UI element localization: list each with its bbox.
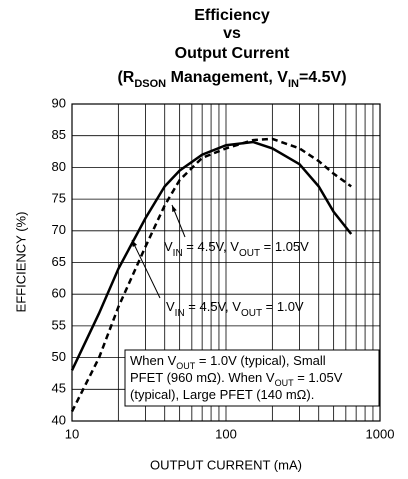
text-part: V	[166, 299, 175, 314]
text-part: Management, V	[166, 69, 288, 86]
text-part: IN	[288, 78, 299, 90]
chart-title: Output Current	[175, 45, 290, 62]
y-tick-label: 50	[52, 349, 66, 364]
text-part: =4.5V)	[299, 69, 347, 86]
text-part: = 1.05V	[294, 370, 343, 385]
text-part: OUT	[241, 308, 262, 319]
annotation-arrow	[131, 239, 161, 299]
text-part: = 4.5V, V	[185, 299, 242, 314]
chart-title: vs	[223, 25, 241, 42]
y-tick-label: 45	[52, 381, 66, 396]
text-part: (R	[117, 69, 134, 86]
note-box	[124, 349, 380, 407]
text-part: IN	[175, 308, 185, 319]
note-text: (typical), Large PFET (140 mΩ).	[130, 387, 314, 402]
text-part: IN	[173, 248, 183, 259]
note-text: PFET (960 mΩ). When VOUT = 1.05V	[130, 370, 343, 388]
text-part: PFET (960 mΩ). When V	[130, 370, 275, 385]
y-tick-label: 70	[52, 222, 66, 237]
x-tick-label: 100	[215, 426, 237, 441]
annotation: VIN = 4.5V, VOUT = 1.0V	[166, 299, 304, 319]
text-part: (typical), Large PFET (140 mΩ).	[130, 387, 314, 402]
annotation: VIN = 4.5V, VOUT = 1.05V	[164, 239, 309, 259]
text-part: = 1.0V	[262, 299, 304, 314]
arrow-head	[172, 205, 177, 212]
chart-title: Efficiency	[194, 7, 270, 24]
y-tick-label: 90	[52, 95, 66, 110]
y-tick-label: 60	[52, 286, 66, 301]
x-tick-label: 10	[65, 426, 79, 441]
text-part: OUT	[176, 361, 196, 371]
text-part: = 1.05V	[260, 239, 309, 254]
y-tick-label: 85	[52, 127, 66, 142]
chart-title: (RDSON Management, VIN=4.5V)	[117, 69, 346, 90]
data-line	[70, 137, 352, 413]
text-part: = 4.5V, V	[183, 239, 240, 254]
text-part: OUT	[239, 248, 260, 259]
x-axis-label: OUTPUT CURRENT (mA)	[150, 457, 302, 472]
y-tick-label: 40	[52, 412, 66, 427]
text-part: DSON	[134, 78, 166, 90]
data-line	[70, 140, 353, 371]
y-tick-label: 80	[52, 159, 66, 174]
text-part: OUT	[275, 378, 295, 388]
y-axis-label: EFFICIENCY (%)	[13, 212, 28, 313]
text-part: = 1.0V (typical), Small	[195, 353, 326, 368]
note-text: When VOUT = 1.0V (typical), Small	[130, 353, 326, 371]
text-part: When V	[130, 353, 177, 368]
x-tick-label: 1000	[366, 426, 395, 441]
text-part: V	[164, 239, 173, 254]
y-tick-label: 65	[52, 254, 66, 269]
y-tick-label: 75	[52, 191, 66, 206]
y-tick-label: 55	[52, 317, 66, 332]
arrow-head	[132, 240, 138, 247]
